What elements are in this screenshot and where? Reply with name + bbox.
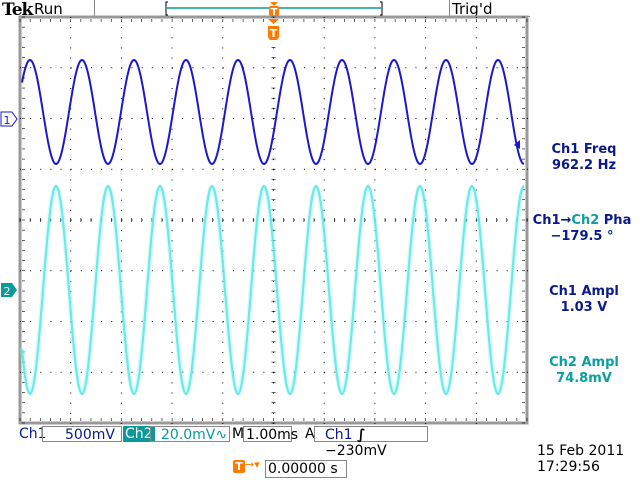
trigger-icon: T [233, 460, 245, 473]
trigger-source: Ch1 [325, 427, 353, 443]
label-ch2: Ch2 [571, 213, 600, 228]
time: 17:29:56 [537, 459, 600, 475]
measurement-value: 74.8mV [556, 371, 612, 386]
measurement-ch1-freq: Ch1 Freq 962.2 Hz [528, 142, 640, 174]
ch2-waveform-envelope [19, 184, 526, 396]
timebase-scale[interactable]: 1.00ms [243, 426, 298, 443]
ch2-ground-marker[interactable]: 2 [1, 283, 17, 298]
divider [449, 0, 450, 16]
timebase-prefix: M [232, 426, 245, 442]
measurement-value: 962.2 Hz [551, 158, 617, 173]
trigger-state: Trig'd [452, 0, 493, 18]
measurement-ch2-ampl: Ch2 Ampl 74.8mV [528, 355, 640, 387]
label-ch1: Ch1 [532, 213, 561, 228]
ch1-waveform [21, 58, 525, 166]
divider [94, 0, 95, 16]
measurement-label: Ch2 Ampl [549, 355, 619, 370]
measurement-label: Ch1→Ch2 Pha [524, 213, 640, 229]
acquisition-status: Run [34, 0, 63, 18]
svg-text:T: T [270, 27, 278, 40]
measurement-label: Ch1 Ampl [549, 284, 619, 299]
ch1-ground-marker[interactable]: 1 [0, 111, 18, 127]
trigger-level: −230mV [325, 443, 387, 459]
trigger-mode: A [305, 426, 315, 442]
ch1-label[interactable]: Ch1 [19, 426, 47, 442]
svg-text:T: T [271, 7, 278, 18]
trigger-position-marker-top[interactable]: T [269, 2, 279, 18]
graticule [18, 15, 529, 425]
measurement-label: Ch1 Freq [551, 142, 617, 157]
measurement-value: −179.5 ° [550, 229, 614, 244]
measurement-phase: Ch1→Ch2 Pha −179.5 ° [524, 213, 640, 245]
trigger-position-readout[interactable]: 0.00000 s [265, 460, 347, 478]
trigger-level-marker[interactable] [514, 140, 520, 149]
brand-logo: Tek [2, 0, 33, 20]
rising-edge-icon: ∫ [357, 427, 366, 443]
ch2-scale-value: 20.0mV [161, 427, 216, 443]
ch2-scale[interactable]: 20.0mV∿ [150, 426, 230, 443]
svg-text:1: 1 [4, 114, 11, 127]
date: 15 Feb 2011 [537, 443, 625, 459]
label-pha: Pha [603, 213, 632, 228]
ch2-waveform [20, 184, 525, 396]
trigger-marker[interactable]: T [268, 19, 279, 40]
ch1-scale[interactable]: 500mV [42, 426, 122, 443]
svg-text:2: 2 [4, 285, 11, 298]
arrow-to-trigger-icon: →▾ [245, 458, 260, 471]
bandwidth-limit-icon: ∿ [215, 427, 228, 443]
trigger-readout[interactable]: Ch1 ∫ −230mV [314, 426, 428, 459]
measurement-value: 1.03 V [560, 300, 608, 315]
ch2-label[interactable]: Ch2 [123, 426, 155, 442]
arrow-icon: → [560, 213, 572, 228]
measurement-ch1-ampl: Ch1 Ampl 1.03 V [528, 284, 640, 316]
